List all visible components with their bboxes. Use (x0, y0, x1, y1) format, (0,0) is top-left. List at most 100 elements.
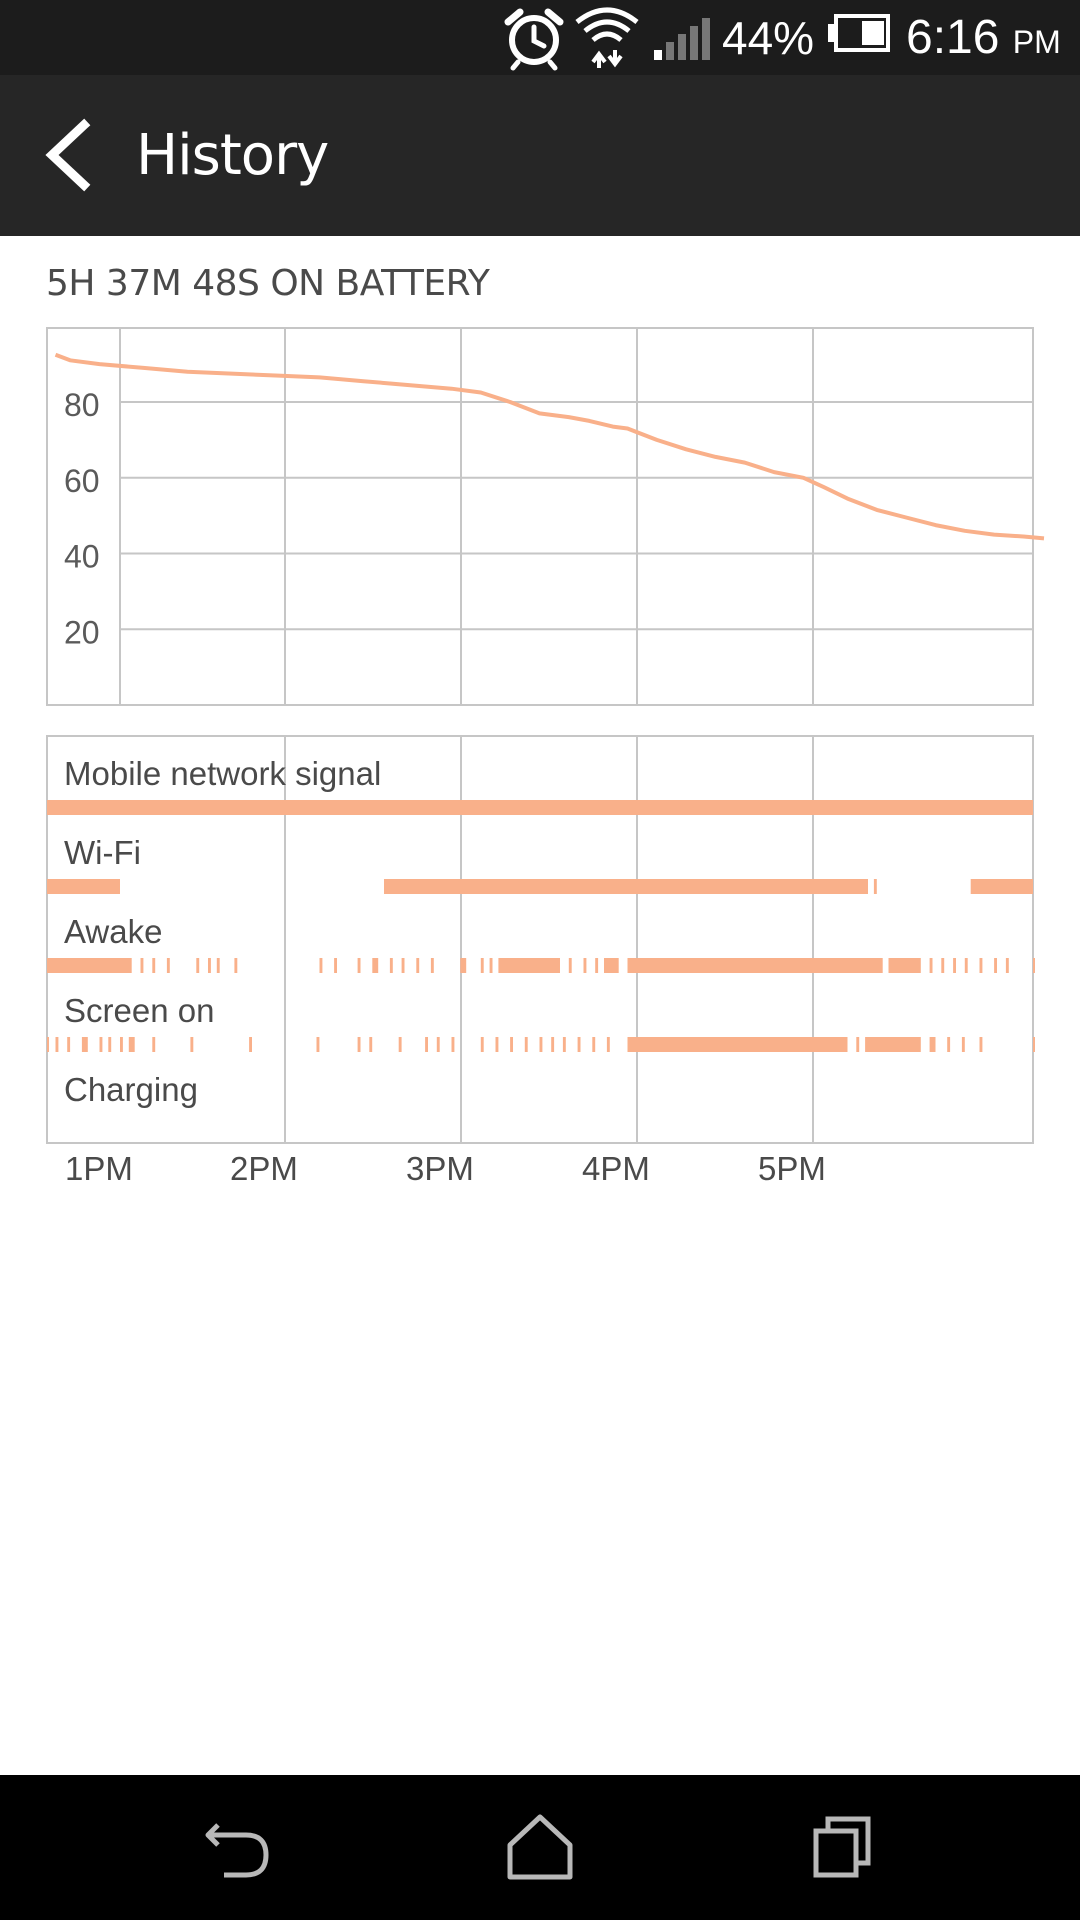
timeline-segment (425, 1037, 428, 1052)
timeline-segment (430, 958, 434, 973)
timeline-frame (46, 735, 1034, 1144)
alarm-icon (504, 8, 564, 71)
x-tick-label: 5PM (758, 1150, 826, 1187)
timeline-segment (1033, 958, 1035, 973)
timeline-segment (606, 1037, 610, 1052)
timeline-segment (451, 1037, 455, 1052)
battery-history-chart: 80 60 40 20 Mobile network signal Wi-Fi Awake… (46, 327, 1045, 1187)
timeline-segment (577, 1037, 581, 1052)
timeline-segment (524, 1037, 528, 1052)
timeline-segment (865, 1037, 921, 1052)
cell-signal-icon (654, 18, 710, 60)
timeline-segment (979, 1037, 983, 1052)
timeline-segment (416, 958, 420, 973)
timeline-segment (372, 958, 379, 973)
timeline-segment (99, 1037, 103, 1052)
timeline-segment (140, 958, 144, 973)
timeline-segment (55, 1037, 59, 1052)
wifi-icon (575, 7, 639, 68)
timeline-row-label: Wi-Fi (64, 834, 141, 871)
timeline-segment (592, 1037, 596, 1052)
timeline-segment (994, 958, 997, 973)
timeline-segment (120, 1037, 123, 1052)
timeline-segment (81, 1037, 88, 1052)
back-nav-icon[interactable] (190, 1805, 290, 1890)
timeline-segment (562, 1037, 566, 1052)
timeline-segment (234, 958, 238, 973)
timeline-segment (398, 1037, 402, 1052)
y-tick-label: 20 (64, 614, 100, 650)
timeline-segment (627, 958, 883, 973)
timeline-segment (108, 1037, 112, 1052)
timeline-segment (495, 1037, 499, 1052)
x-tick-label: 2PM (230, 1150, 298, 1187)
timeline-segment (929, 958, 933, 973)
timeline-segment (436, 1037, 440, 1052)
y-tick-label: 80 (64, 387, 100, 423)
home-nav-icon[interactable] (490, 1805, 590, 1890)
timeline-segment (964, 958, 968, 973)
timeline-segment (216, 958, 220, 973)
timeline-segment (947, 1037, 951, 1052)
battery-plot-frame (46, 327, 1034, 706)
timeline-segment (166, 958, 170, 973)
timeline-segment (128, 1037, 135, 1052)
timeline-segment (67, 1037, 71, 1052)
timeline-segment (979, 958, 983, 973)
activity-timeline: Mobile network signal Wi-Fi Awake Screen on… (46, 735, 1035, 1144)
timeline-segment (604, 958, 619, 973)
timeline-segment (319, 958, 323, 973)
timeline-segment (961, 1037, 965, 1052)
timeline-segment (389, 958, 393, 973)
timeline-segment (384, 879, 868, 894)
page-title: History (136, 123, 329, 188)
y-tick-label: 60 (64, 463, 100, 499)
timeline-segment (888, 958, 921, 973)
timeline-segment (1005, 958, 1009, 973)
timeline-segment (334, 958, 337, 973)
battery-summary: 5H 37M 48S ON BATTERY (46, 263, 490, 304)
timeline-segment (47, 879, 120, 894)
timeline-segment (583, 958, 587, 973)
timeline-segment (551, 1037, 555, 1052)
timeline-row-label: Awake (64, 913, 162, 950)
timeline-segment (941, 958, 945, 973)
timeline-segment (316, 1037, 320, 1052)
navigation-bar (0, 1775, 1080, 1920)
battery-level-plot: 80 60 40 20 (46, 327, 1045, 706)
clock: 6:16 PM (906, 11, 1061, 64)
x-tick-label: 3PM (406, 1150, 474, 1187)
timeline-segment (357, 1037, 361, 1052)
timeline-segment (627, 1037, 848, 1052)
x-tick-label: 4PM (582, 1150, 650, 1187)
timeline-segment (196, 958, 200, 973)
timeline-segment (856, 1037, 860, 1052)
timeline-segment (568, 958, 572, 973)
timeline-segment (152, 1037, 156, 1052)
battery-level-line (54, 352, 1045, 541)
timeline-segment (208, 958, 211, 973)
timeline-segment (190, 1037, 194, 1052)
timeline-row-label: Charging (64, 1071, 198, 1108)
timeline-segment (510, 1037, 513, 1052)
timeline-segment (480, 1037, 484, 1052)
timeline-segment (595, 958, 599, 973)
timeline-segment (47, 958, 132, 973)
timeline-segment (498, 958, 560, 973)
timeline-segment (152, 958, 156, 973)
battery-percent: 44% (722, 12, 815, 64)
timeline-segment (953, 958, 956, 973)
timeline-segment (489, 958, 493, 973)
back-arrow-icon[interactable] (36, 115, 106, 195)
timeline-segment (369, 1037, 373, 1052)
timeline-row-label: Mobile network signal (64, 755, 381, 792)
timeline-segment (929, 1037, 936, 1052)
timeline-segment (357, 958, 361, 973)
action-bar: History (0, 75, 1080, 236)
battery-icon (828, 14, 890, 52)
x-tick-label: 1PM (65, 1150, 133, 1187)
timeline-segment (460, 958, 467, 973)
timeline-row-label: Screen on (64, 992, 214, 1029)
timeline-segment (47, 800, 1033, 815)
recent-apps-nav-icon[interactable] (790, 1805, 890, 1890)
